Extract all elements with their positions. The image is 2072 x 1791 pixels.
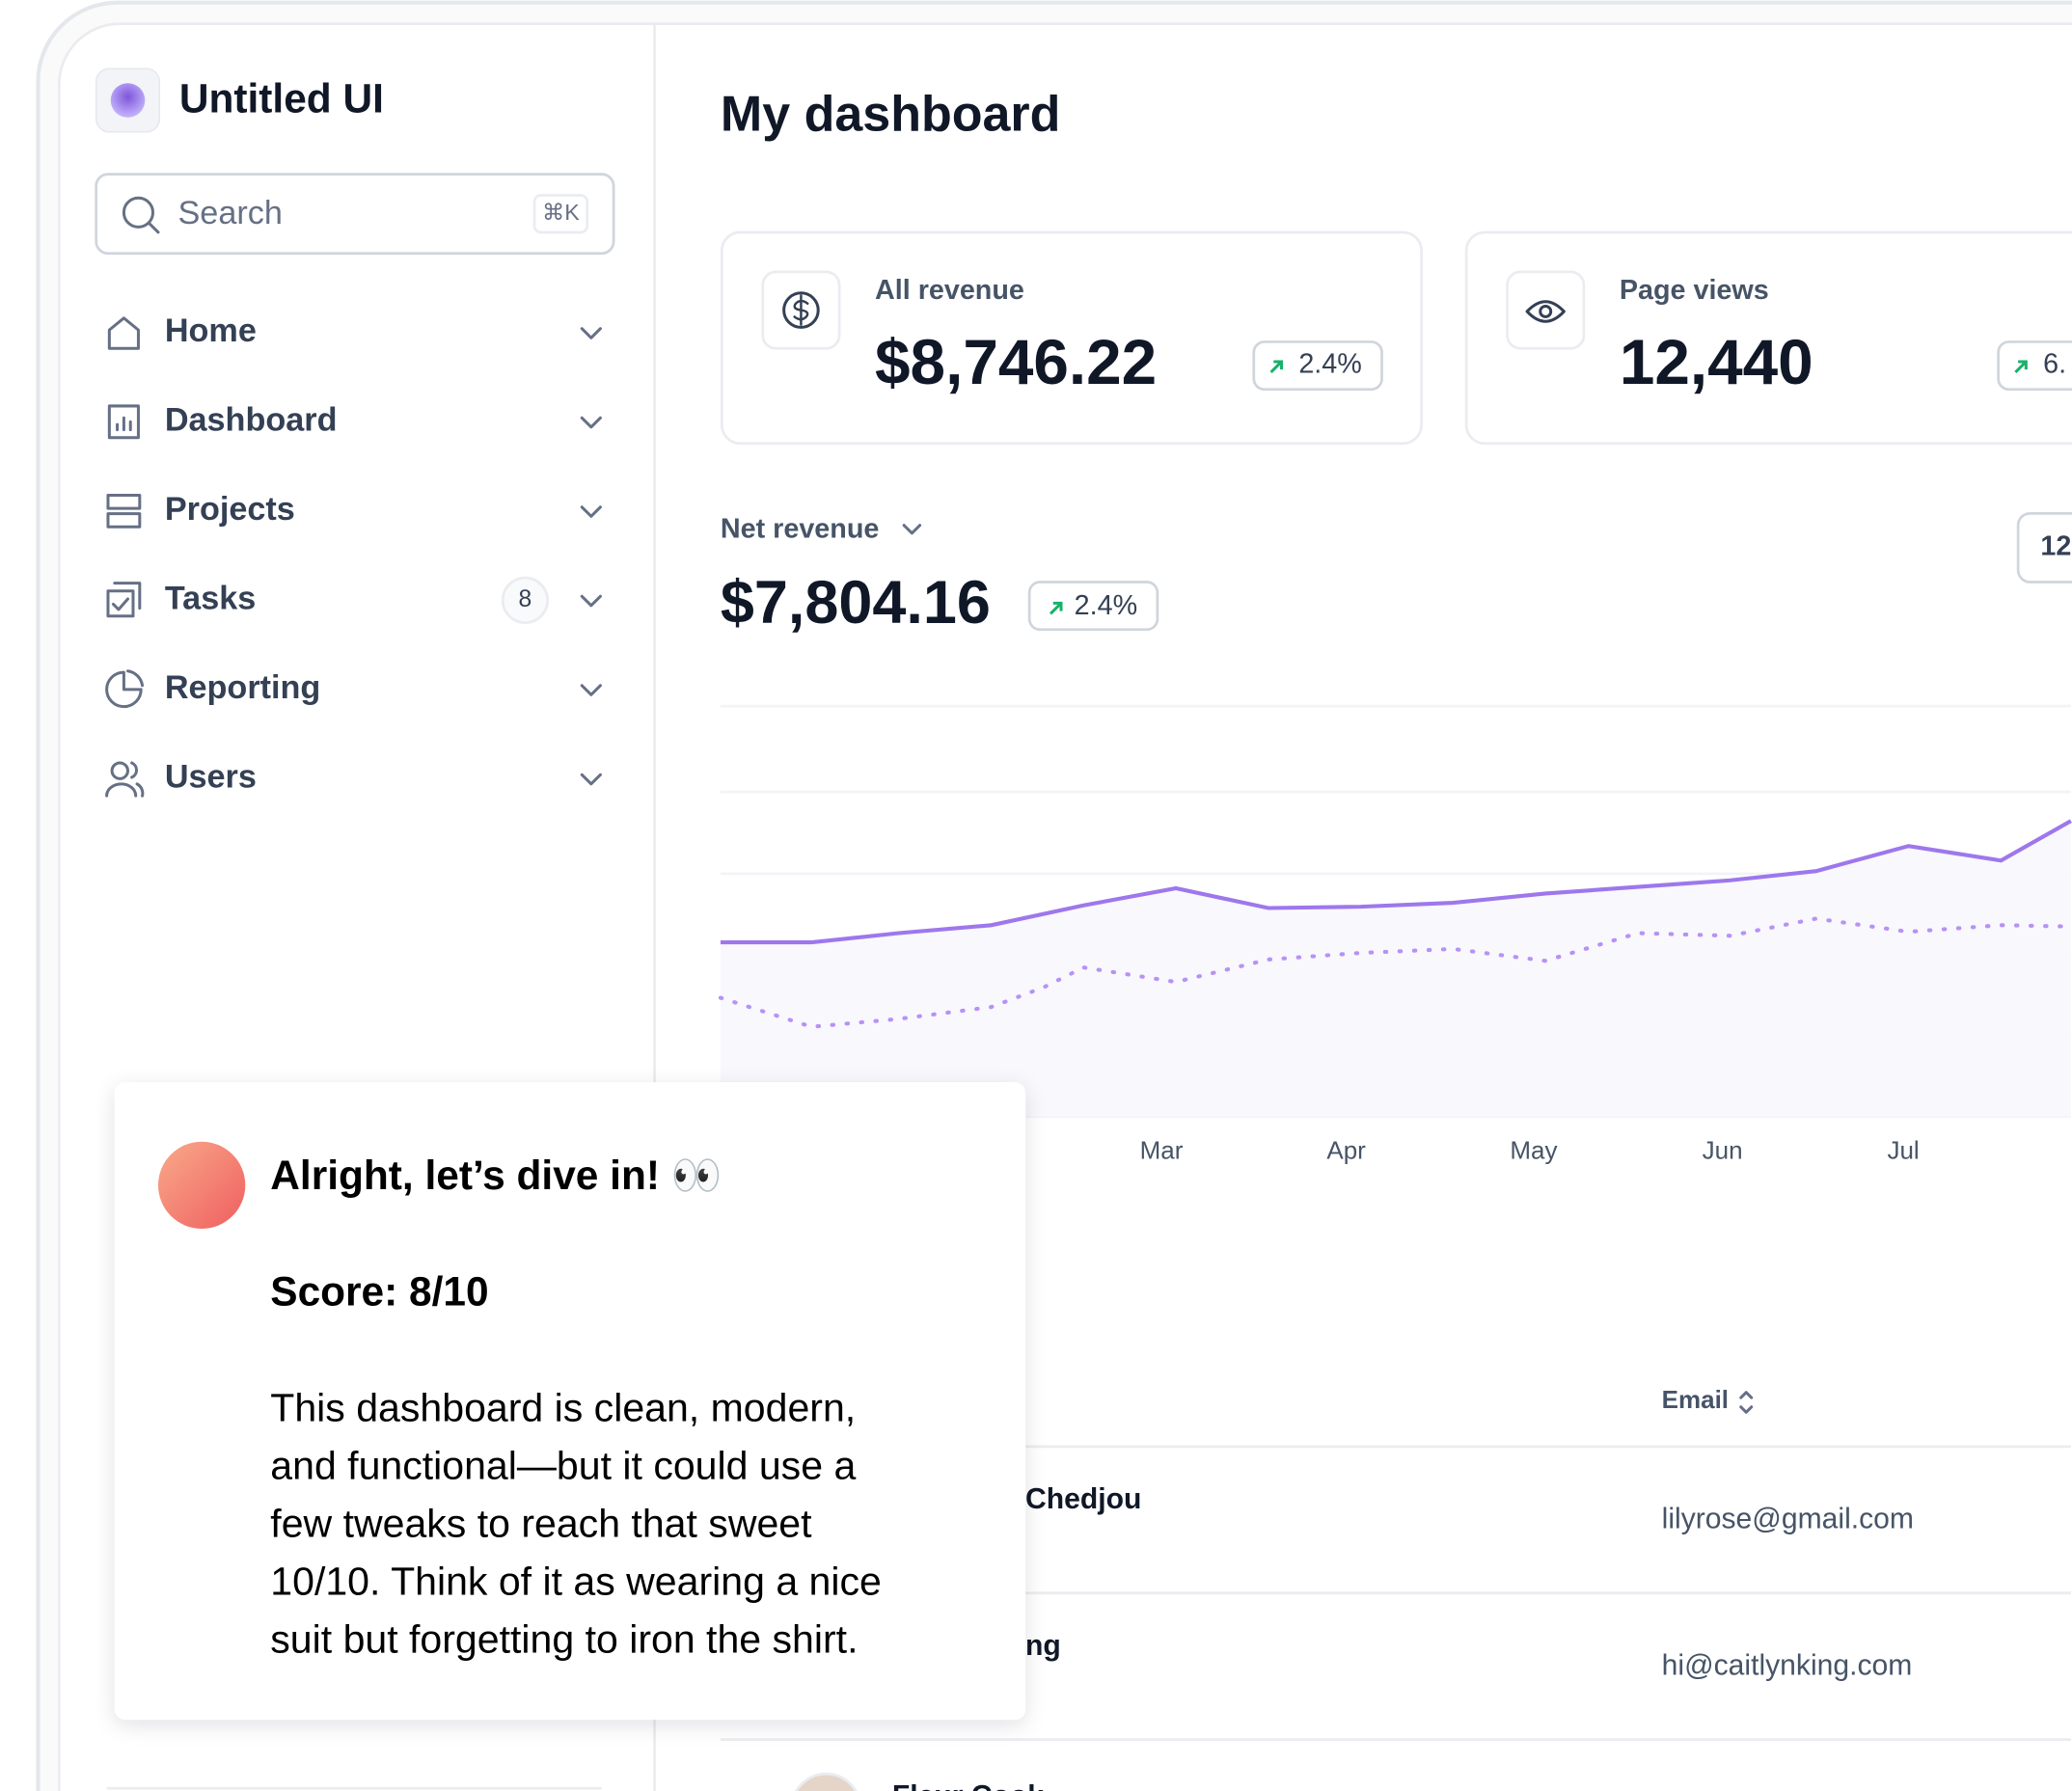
nav-label[interactable]: Reporting	[165, 669, 321, 706]
x-tick-label: May	[1510, 1136, 1557, 1165]
search-placeholder: Search	[178, 195, 283, 231]
comparison-line	[718, 916, 2072, 1029]
search-box[interactable]	[95, 173, 615, 256]
month-labels: Mar Apr May Jun Jul	[1140, 1136, 1920, 1165]
user-name: Fleur Cook	[892, 1780, 1044, 1791]
change-badge	[1027, 581, 1159, 632]
nav-chevron[interactable]	[580, 416, 602, 429]
user-name: ng	[1025, 1630, 1061, 1662]
x-tick-label: Apr	[1326, 1136, 1366, 1165]
up-arrow	[1049, 601, 1063, 615]
change-badge	[1252, 340, 1383, 392]
page-title: My dashboard	[721, 87, 1060, 143]
review-line: This dashboard is clean, modern,	[270, 1386, 856, 1430]
user-email: hi@caitlynking.com	[1662, 1649, 1913, 1681]
chart: Mar Apr May Jun Jul	[718, 704, 2072, 1165]
review-line: 10/10. Think of it as wearing a nice	[270, 1560, 882, 1604]
metric-value: 12,440	[1620, 327, 1813, 397]
nav-icon	[106, 493, 142, 529]
email-header[interactable]: Email	[1662, 1385, 1729, 1414]
net-revenue-value: $7,804.16	[721, 569, 991, 637]
metric-icon	[1525, 300, 1566, 323]
nav-chevron[interactable]	[580, 773, 602, 786]
nav-icon	[105, 669, 145, 709]
nav-badge	[501, 576, 550, 625]
review-line: suit but forgetting to iron the shirt.	[270, 1616, 858, 1661]
review-line: few tweaks to reach that sweet	[270, 1502, 812, 1546]
nav-label[interactable]: Dashboard	[165, 401, 338, 438]
brand: Untitled UI	[179, 76, 384, 122]
nav-chevron[interactable]	[580, 594, 602, 608]
logo-mark	[110, 83, 146, 118]
user-email: lilyrose@gmail.com	[1662, 1503, 1914, 1534]
change-value: 2.4%	[1075, 590, 1137, 621]
review-score: Score: 8/10	[270, 1269, 488, 1315]
review-line: and functional—but it could use a	[270, 1444, 856, 1488]
metric-label: Page views	[1620, 275, 1769, 306]
nav-icon	[107, 316, 140, 350]
revenue-line	[720, 819, 2072, 945]
net-revenue-label: Net revenue	[721, 514, 879, 545]
area	[720, 821, 2071, 1117]
metric-icon	[1539, 304, 1553, 318]
search-icon	[122, 196, 160, 234]
x-tick-label: Jul	[1887, 1136, 1919, 1165]
nav-label[interactable]: Projects	[165, 491, 295, 528]
nav: Home Dashboard Projects Tasks 8 Reporting User…	[105, 312, 602, 798]
nav-label[interactable]: Home	[165, 312, 257, 349]
metric-value: $8,746.22	[875, 327, 1157, 397]
nav-icon	[105, 761, 145, 798]
nav-chevron[interactable]	[580, 505, 602, 518]
x-tick-label: Jun	[1703, 1136, 1743, 1165]
reviewer-avatar	[157, 1141, 246, 1230]
nav-label[interactable]: Tasks	[165, 580, 256, 616]
nav-icon	[107, 404, 140, 440]
nav-chevron[interactable]	[580, 684, 602, 696]
metric-card	[1464, 231, 2072, 446]
up-arrow	[2014, 360, 2028, 373]
nav-icon	[106, 582, 142, 618]
change-value: 6.	[2043, 349, 2066, 380]
metric-icon	[782, 291, 820, 329]
dropdown-chevron[interactable]	[902, 524, 922, 535]
review-title: Alright, let’s dive in! 👀	[270, 1153, 722, 1198]
nav-label[interactable]: Users	[165, 758, 257, 795]
nav-chevron[interactable]	[580, 327, 602, 339]
change-value: 2.4%	[1298, 349, 1361, 380]
metric-icon	[793, 294, 809, 326]
metric-label: All revenue	[875, 275, 1024, 306]
shortcut-label: ⌘K	[542, 200, 580, 225]
user-name: Chedjou	[1025, 1483, 1141, 1515]
change-badge	[1997, 340, 2072, 392]
review-body: This dashboard is clean, modern, and func…	[270, 1386, 882, 1662]
sort-icon	[1739, 1391, 1754, 1414]
period-button[interactable]	[2016, 511, 2072, 583]
up-arrow	[1269, 360, 1284, 373]
review-card	[114, 1082, 1026, 1721]
metric-icon-box	[1506, 270, 1586, 350]
nav-badge-count: 8	[519, 586, 532, 612]
metric-card	[720, 231, 1423, 446]
period-label: 12	[2040, 531, 2071, 562]
metrics: All revenue $8,746.22 2.4% Page views 12,440…	[720, 231, 2072, 446]
shortcut-key	[532, 194, 589, 234]
user-avatar	[795, 1772, 858, 1791]
x-tick-label: Mar	[1140, 1136, 1184, 1165]
